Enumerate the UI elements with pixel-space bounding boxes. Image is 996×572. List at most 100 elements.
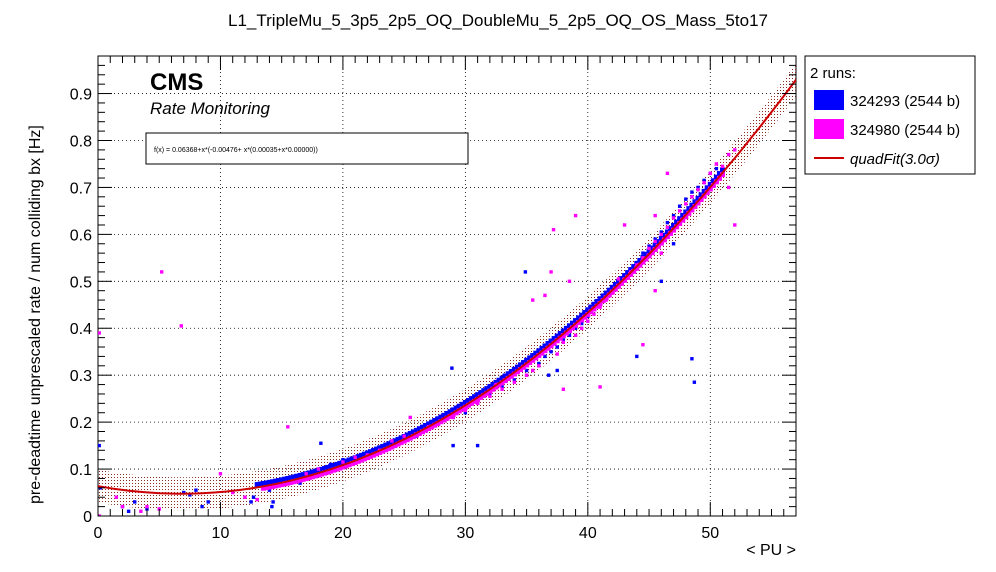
marker-run2-dense bbox=[649, 250, 655, 256]
y-tick-label: 0.2 bbox=[70, 415, 92, 432]
marker-run1-dense bbox=[484, 386, 490, 392]
marker-run2-dense bbox=[343, 463, 349, 469]
marker-run2-dense bbox=[309, 474, 315, 480]
point-run2 bbox=[635, 263, 639, 267]
marker-run2-dense bbox=[398, 440, 404, 446]
marker-run1-dense bbox=[432, 417, 438, 423]
point-run1 bbox=[561, 338, 566, 342]
marker-run2-dense bbox=[303, 475, 309, 481]
point-run2 bbox=[341, 460, 345, 464]
marker-run1-dense bbox=[263, 480, 269, 486]
point-run2 bbox=[622, 223, 627, 227]
marker-run2-dense bbox=[291, 479, 297, 485]
marker-run1-dense bbox=[511, 366, 517, 372]
marker-run2-dense bbox=[459, 406, 465, 412]
marker-run2-dense bbox=[322, 470, 328, 476]
marker-run1-dense bbox=[594, 299, 600, 305]
marker-run2-dense bbox=[573, 322, 579, 328]
x-tick-label: 50 bbox=[701, 525, 719, 542]
fit-curve bbox=[98, 79, 796, 495]
marker-run2-dense bbox=[551, 340, 557, 346]
marker-run1-dense bbox=[468, 396, 474, 402]
marker-run2-dense bbox=[720, 172, 726, 178]
marker-run1-dense bbox=[674, 219, 680, 225]
point-run1 bbox=[319, 441, 323, 445]
point-run2 bbox=[114, 495, 119, 499]
y-tick-label: 0.3 bbox=[70, 368, 92, 385]
marker-run1-dense bbox=[664, 229, 670, 235]
marker-run2-dense bbox=[634, 265, 640, 271]
marker-run2-dense bbox=[420, 429, 426, 435]
marker-run2-dense bbox=[591, 306, 597, 312]
marker-run1-dense bbox=[652, 242, 658, 248]
point-run1 bbox=[671, 213, 676, 218]
marker-run2-dense bbox=[499, 380, 505, 386]
point-run2 bbox=[531, 298, 535, 302]
marker-run2-dense bbox=[441, 417, 447, 423]
marker-run2-dense bbox=[285, 480, 291, 486]
marker-run1-dense bbox=[710, 178, 716, 184]
marker-run1-dense bbox=[631, 264, 637, 270]
marker-run2-dense bbox=[410, 434, 416, 440]
marker-run2-dense bbox=[570, 325, 576, 331]
marker-run2-dense bbox=[628, 271, 634, 277]
marker-run1-dense bbox=[254, 482, 260, 488]
marker-run2-dense bbox=[487, 388, 493, 394]
marker-run1-dense bbox=[563, 325, 569, 331]
data-points bbox=[98, 148, 737, 516]
marker-run1-dense bbox=[294, 473, 300, 479]
marker-run1-dense bbox=[371, 447, 377, 453]
marker-run2-dense bbox=[695, 200, 701, 206]
point-run2 bbox=[543, 293, 547, 298]
marker-run2-dense bbox=[300, 476, 306, 482]
point-run1 bbox=[692, 380, 697, 384]
point-run2 bbox=[671, 216, 676, 220]
point-run2 bbox=[726, 152, 731, 157]
point-run1 bbox=[549, 350, 553, 354]
marker-run2-dense bbox=[465, 402, 471, 408]
legend-swatch-run1 bbox=[814, 90, 844, 110]
point-run1 bbox=[684, 197, 688, 201]
marker-run1-dense bbox=[570, 320, 576, 326]
point-run1 bbox=[463, 411, 468, 415]
marker-run1-dense bbox=[619, 276, 624, 282]
marker-run2-dense bbox=[683, 214, 689, 220]
marker-run1-dense bbox=[533, 350, 539, 356]
point-run1 bbox=[702, 178, 706, 183]
point-run2 bbox=[580, 326, 584, 330]
marker-run1-dense bbox=[260, 481, 266, 487]
marker-run1-dense bbox=[609, 284, 615, 290]
marker-run1-dense bbox=[257, 481, 263, 487]
marker-run1-dense bbox=[612, 281, 618, 287]
fit-formula-box bbox=[145, 132, 469, 165]
point-run2 bbox=[561, 387, 566, 391]
point-run1 bbox=[270, 504, 274, 509]
point-run2 bbox=[690, 195, 694, 199]
marker-run1-dense bbox=[720, 167, 726, 173]
marker-run1-dense bbox=[423, 423, 429, 429]
marker-run1-dense bbox=[475, 392, 481, 398]
marker-run1-dense bbox=[600, 293, 606, 299]
marker-run1-dense bbox=[407, 430, 413, 436]
marker-run1-dense bbox=[655, 239, 661, 245]
point-run1 bbox=[267, 488, 272, 492]
marker-run1-dense bbox=[667, 226, 673, 232]
point-run1 bbox=[622, 274, 627, 279]
marker-run1-dense bbox=[334, 461, 340, 467]
legend-label-run2: 324980 (2544 b) bbox=[850, 122, 960, 139]
marker-run2-dense bbox=[603, 295, 609, 301]
marker-run2-dense bbox=[597, 300, 603, 306]
marker-run2-dense bbox=[361, 456, 367, 462]
marker-run2-dense bbox=[652, 247, 658, 253]
marker-run2-dense bbox=[508, 373, 514, 379]
point-run1 bbox=[298, 481, 302, 485]
marker-run2-dense bbox=[416, 430, 422, 436]
marker-run1-dense bbox=[557, 331, 563, 337]
point-run2 bbox=[647, 246, 651, 251]
point-run1 bbox=[451, 443, 455, 448]
marker-run1-dense bbox=[576, 315, 582, 321]
marker-run2-dense bbox=[566, 327, 572, 333]
point-run2 bbox=[653, 288, 657, 293]
marker-run2-dense bbox=[622, 277, 628, 283]
point-run2 bbox=[653, 213, 657, 218]
